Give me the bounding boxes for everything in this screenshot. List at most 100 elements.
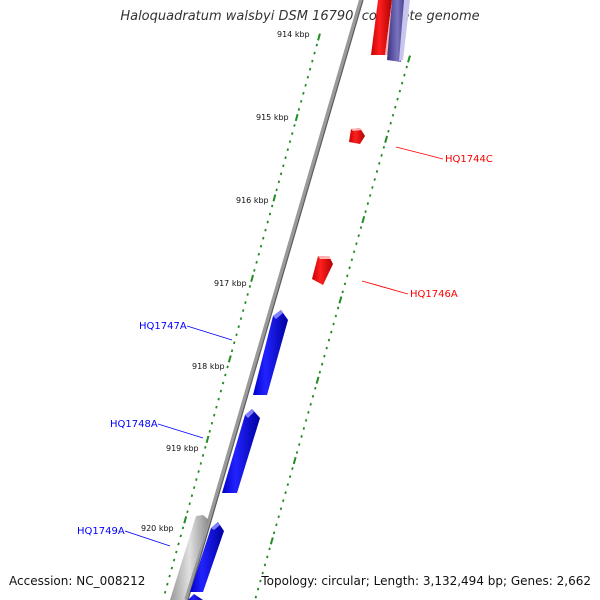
leader-hq1749a	[124, 530, 171, 547]
inner-ring-tick	[262, 236, 265, 240]
backbone-line	[184, 0, 363, 600]
inner-ring-tick	[215, 405, 218, 409]
outer-ring-tick	[343, 282, 347, 286]
outer-ring-tick	[259, 579, 262, 583]
outer-ring-tick	[315, 376, 320, 384]
label-hq1746a[interactable]: HQ1746A	[410, 289, 458, 300]
inner-ring-tick	[210, 421, 214, 425]
inner-ring-tick	[244, 301, 247, 304]
inner-ring-tick	[279, 172, 283, 176]
backbone-highlight	[187, 0, 364, 600]
inner-ring-tick	[201, 454, 205, 457]
leader-hq1748a	[157, 423, 204, 439]
label-hq1749a[interactable]: HQ1749A	[77, 526, 125, 537]
outer-ring-tick	[332, 322, 335, 326]
inner-ring-tick	[183, 516, 188, 524]
inner-ring-tick	[177, 542, 180, 546]
outer-ring-tick	[391, 113, 395, 117]
outer-ring-tick	[256, 587, 260, 591]
feature-blue-partial[interactable]	[188, 594, 203, 600]
inner-ring-tick	[213, 413, 216, 417]
inner-ring-tick	[170, 566, 174, 570]
label-hq1744c[interactable]: HQ1744C	[445, 154, 493, 165]
outer-ring-tick	[346, 274, 349, 278]
inner-ring-tick	[311, 59, 314, 63]
inner-ring-tick	[277, 180, 281, 184]
label-hq1747a[interactable]: HQ1747A	[139, 321, 187, 332]
inner-ring-tick	[293, 124, 296, 127]
outer-ring-tick	[355, 242, 358, 246]
outer-ring-tick	[288, 475, 292, 479]
outer-ring-tick	[295, 451, 299, 454]
inner-ring-tick	[192, 486, 196, 490]
outer-ring-tick	[302, 427, 306, 430]
outer-ring-tick	[375, 170, 379, 173]
outer-ring-tick	[407, 55, 411, 63]
outer-ring-tick	[282, 499, 285, 503]
inner-ring-tick	[268, 212, 272, 216]
tick-label-920: 920 kbp	[141, 524, 174, 533]
inner-ring-tick	[224, 373, 227, 377]
outer-ring-tick	[309, 402, 312, 406]
inner-ring-tick	[291, 132, 294, 135]
gene-hq1749a[interactable]	[190, 522, 224, 592]
outer-ring-tick	[352, 250, 356, 254]
tick-label-918: 918 kbp	[192, 362, 225, 371]
outer-ring-tick	[254, 595, 258, 599]
inner-ring-tick	[257, 252, 260, 256]
outer-ring-tick	[323, 354, 326, 358]
outer-ring-tick	[389, 121, 392, 125]
gene-hq1744c[interactable]	[349, 128, 365, 144]
tick-label-914: 914 kbp	[277, 30, 310, 39]
feature-gray-bottom[interactable]	[170, 515, 209, 600]
leader-hq1744c	[395, 146, 444, 160]
leader-hq1746a	[361, 280, 409, 295]
inner-ring-tick	[239, 317, 243, 321]
outer-ring-tick	[292, 456, 297, 465]
gene-hq1747a[interactable]	[253, 310, 288, 395]
gene-hq1748a[interactable]	[222, 409, 260, 493]
inner-ring-tick	[313, 51, 316, 55]
label-hq1748a[interactable]: HQ1748A	[110, 419, 158, 430]
tick-label-917: 917 kbp	[214, 279, 247, 288]
inner-ring-tick	[221, 381, 225, 385]
inner-ring-tick	[266, 220, 269, 224]
outer-ring-tick	[261, 571, 264, 575]
outer-ring-tick	[368, 194, 372, 197]
inner-ring-tick	[264, 228, 267, 232]
inner-ring-tick	[175, 550, 178, 554]
inner-ring-tick	[204, 445, 207, 449]
outer-ring-tick	[366, 202, 370, 205]
inner-ring-tick	[248, 285, 252, 288]
outer-ring-tick	[275, 523, 278, 527]
inner-ring-tick	[259, 244, 263, 248]
gene-hq1746a[interactable]	[312, 256, 333, 285]
tick-label-919: 919 kbp	[166, 444, 199, 453]
outer-ring-tick	[398, 89, 402, 93]
outer-ring-tick	[325, 346, 328, 350]
accession-text: Accession: NC_008212	[9, 574, 146, 588]
inner-ring-tick	[317, 33, 321, 41]
inner-ring-tick	[230, 349, 234, 353]
outer-ring-tick	[307, 410, 310, 414]
inner-ring-tick	[242, 309, 245, 312]
outer-ring-tick	[394, 105, 397, 109]
inner-ring-tick	[172, 558, 176, 562]
inner-ring-tick	[208, 429, 211, 433]
inner-ring-tick	[286, 148, 289, 152]
inner-ring-tick	[226, 365, 229, 369]
inner-ring-tick	[199, 462, 203, 465]
inner-ring-tick	[284, 156, 287, 160]
inner-ring-tick	[197, 470, 200, 473]
outer-ring-tick	[357, 234, 360, 238]
inner-ring-tick	[272, 194, 277, 202]
inner-ring-tick	[308, 67, 312, 71]
feature-purple-top[interactable]	[387, 0, 410, 62]
outer-ring-tick	[361, 215, 366, 224]
outer-ring-tick	[330, 330, 333, 334]
inner-ring-tick	[246, 293, 249, 296]
tick-label-916: 916 kbp	[236, 196, 269, 205]
outer-ring-tick	[272, 531, 276, 535]
outer-ring-tick	[336, 306, 340, 310]
